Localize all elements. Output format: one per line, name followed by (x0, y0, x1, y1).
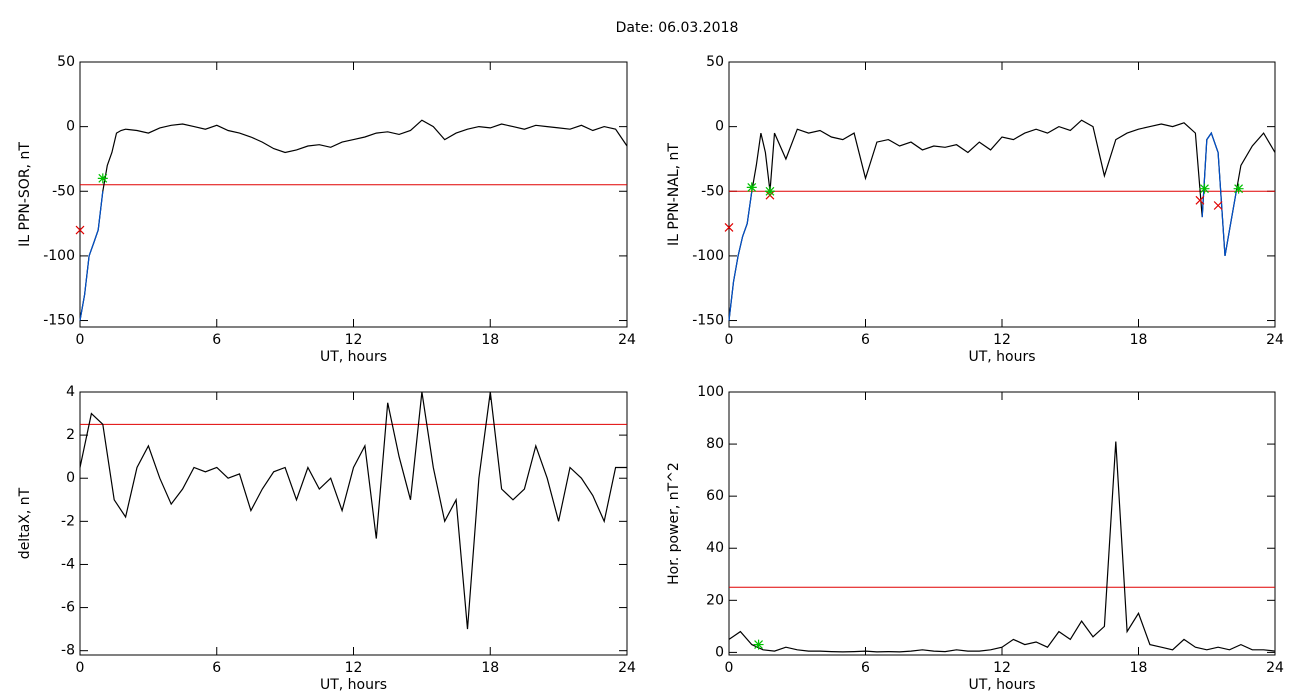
y-tick-label: -8 (61, 643, 75, 659)
x-axis-label: UT, hours (320, 677, 387, 693)
x-tick-label: 12 (345, 332, 363, 348)
star-marker (746, 182, 757, 193)
y-tick-label: 0 (66, 119, 75, 135)
y-axis-label: IL PPN-NAL, nT (666, 143, 682, 246)
x-tick-label: 0 (76, 660, 85, 676)
x-tick-label: 24 (618, 332, 636, 348)
data-line (79, 391, 627, 630)
x-axis-label: UT, hours (968, 677, 1035, 693)
y-tick-label: 0 (715, 119, 724, 135)
y-tick-label: 2 (66, 427, 75, 443)
data-line (79, 119, 628, 321)
y-tick-label: -50 (52, 183, 75, 199)
y-tick-label: -4 (61, 556, 75, 572)
data-line (728, 119, 1276, 321)
cross-marker (1213, 201, 1223, 210)
x-axis-label: UT, hours (968, 349, 1035, 365)
star-marker (764, 186, 775, 197)
y-tick-label: 40 (706, 540, 724, 556)
x-tick-label: 18 (481, 660, 499, 676)
y-tick-label: -100 (692, 248, 724, 264)
y-tick-label: -150 (43, 313, 75, 329)
figure-title: Date: 06.03.2018 (616, 20, 739, 36)
y-tick-label: 50 (706, 54, 724, 70)
x-tick-label: 18 (1130, 660, 1148, 676)
y-tick-label: 50 (57, 54, 75, 70)
x-axis-label: UT, hours (320, 349, 387, 365)
y-tick-label: -2 (61, 513, 75, 529)
y-tick-label: 100 (697, 384, 724, 400)
x-tick-label: 0 (76, 332, 85, 348)
y-tick-label: -50 (701, 183, 724, 199)
y-tick-label: 4 (66, 384, 75, 400)
x-tick-label: 0 (725, 660, 734, 676)
x-tick-label: 24 (1266, 332, 1284, 348)
y-axis-label: deltaX, nT (17, 487, 33, 559)
x-tick-label: 12 (993, 660, 1011, 676)
star-marker (97, 173, 108, 184)
star-marker (753, 639, 764, 650)
plot-frame (79, 391, 628, 656)
y-tick-label: -100 (43, 248, 75, 264)
y-axis-label: IL PPN-SOR, nT (17, 142, 33, 247)
x-tick-label: 12 (345, 660, 363, 676)
y-tick-label: 0 (66, 470, 75, 486)
y-tick-label: 0 (715, 644, 724, 660)
plot-frame (728, 61, 1276, 328)
data-line (79, 191, 104, 321)
y-axis-label: Hor. power, nT^2 (666, 462, 682, 585)
cross-marker (75, 225, 85, 235)
x-tick-label: 12 (993, 332, 1011, 348)
cross-marker (724, 223, 734, 232)
y-tick-label: 80 (706, 436, 724, 452)
y-tick-label: 60 (706, 488, 724, 504)
cross-marker (1195, 195, 1205, 205)
y-tick-label: -6 (61, 600, 75, 616)
x-tick-label: 6 (212, 332, 221, 348)
x-tick-label: 18 (481, 332, 499, 348)
y-tick-label: 20 (706, 592, 724, 608)
x-tick-label: 6 (212, 660, 221, 676)
x-tick-label: 6 (861, 332, 870, 348)
data-line (728, 441, 1276, 653)
star-marker (1199, 183, 1210, 194)
plot-frame (79, 61, 628, 328)
x-tick-label: 24 (618, 660, 636, 676)
y-tick-label: -150 (692, 313, 724, 329)
x-tick-label: 24 (1266, 660, 1284, 676)
star-marker (1233, 183, 1244, 194)
x-tick-label: 18 (1130, 332, 1148, 348)
plot-frame (728, 391, 1276, 656)
data-line (728, 191, 753, 321)
x-tick-label: 0 (725, 332, 734, 348)
data-line (1201, 131, 1237, 257)
x-tick-label: 6 (861, 660, 870, 676)
